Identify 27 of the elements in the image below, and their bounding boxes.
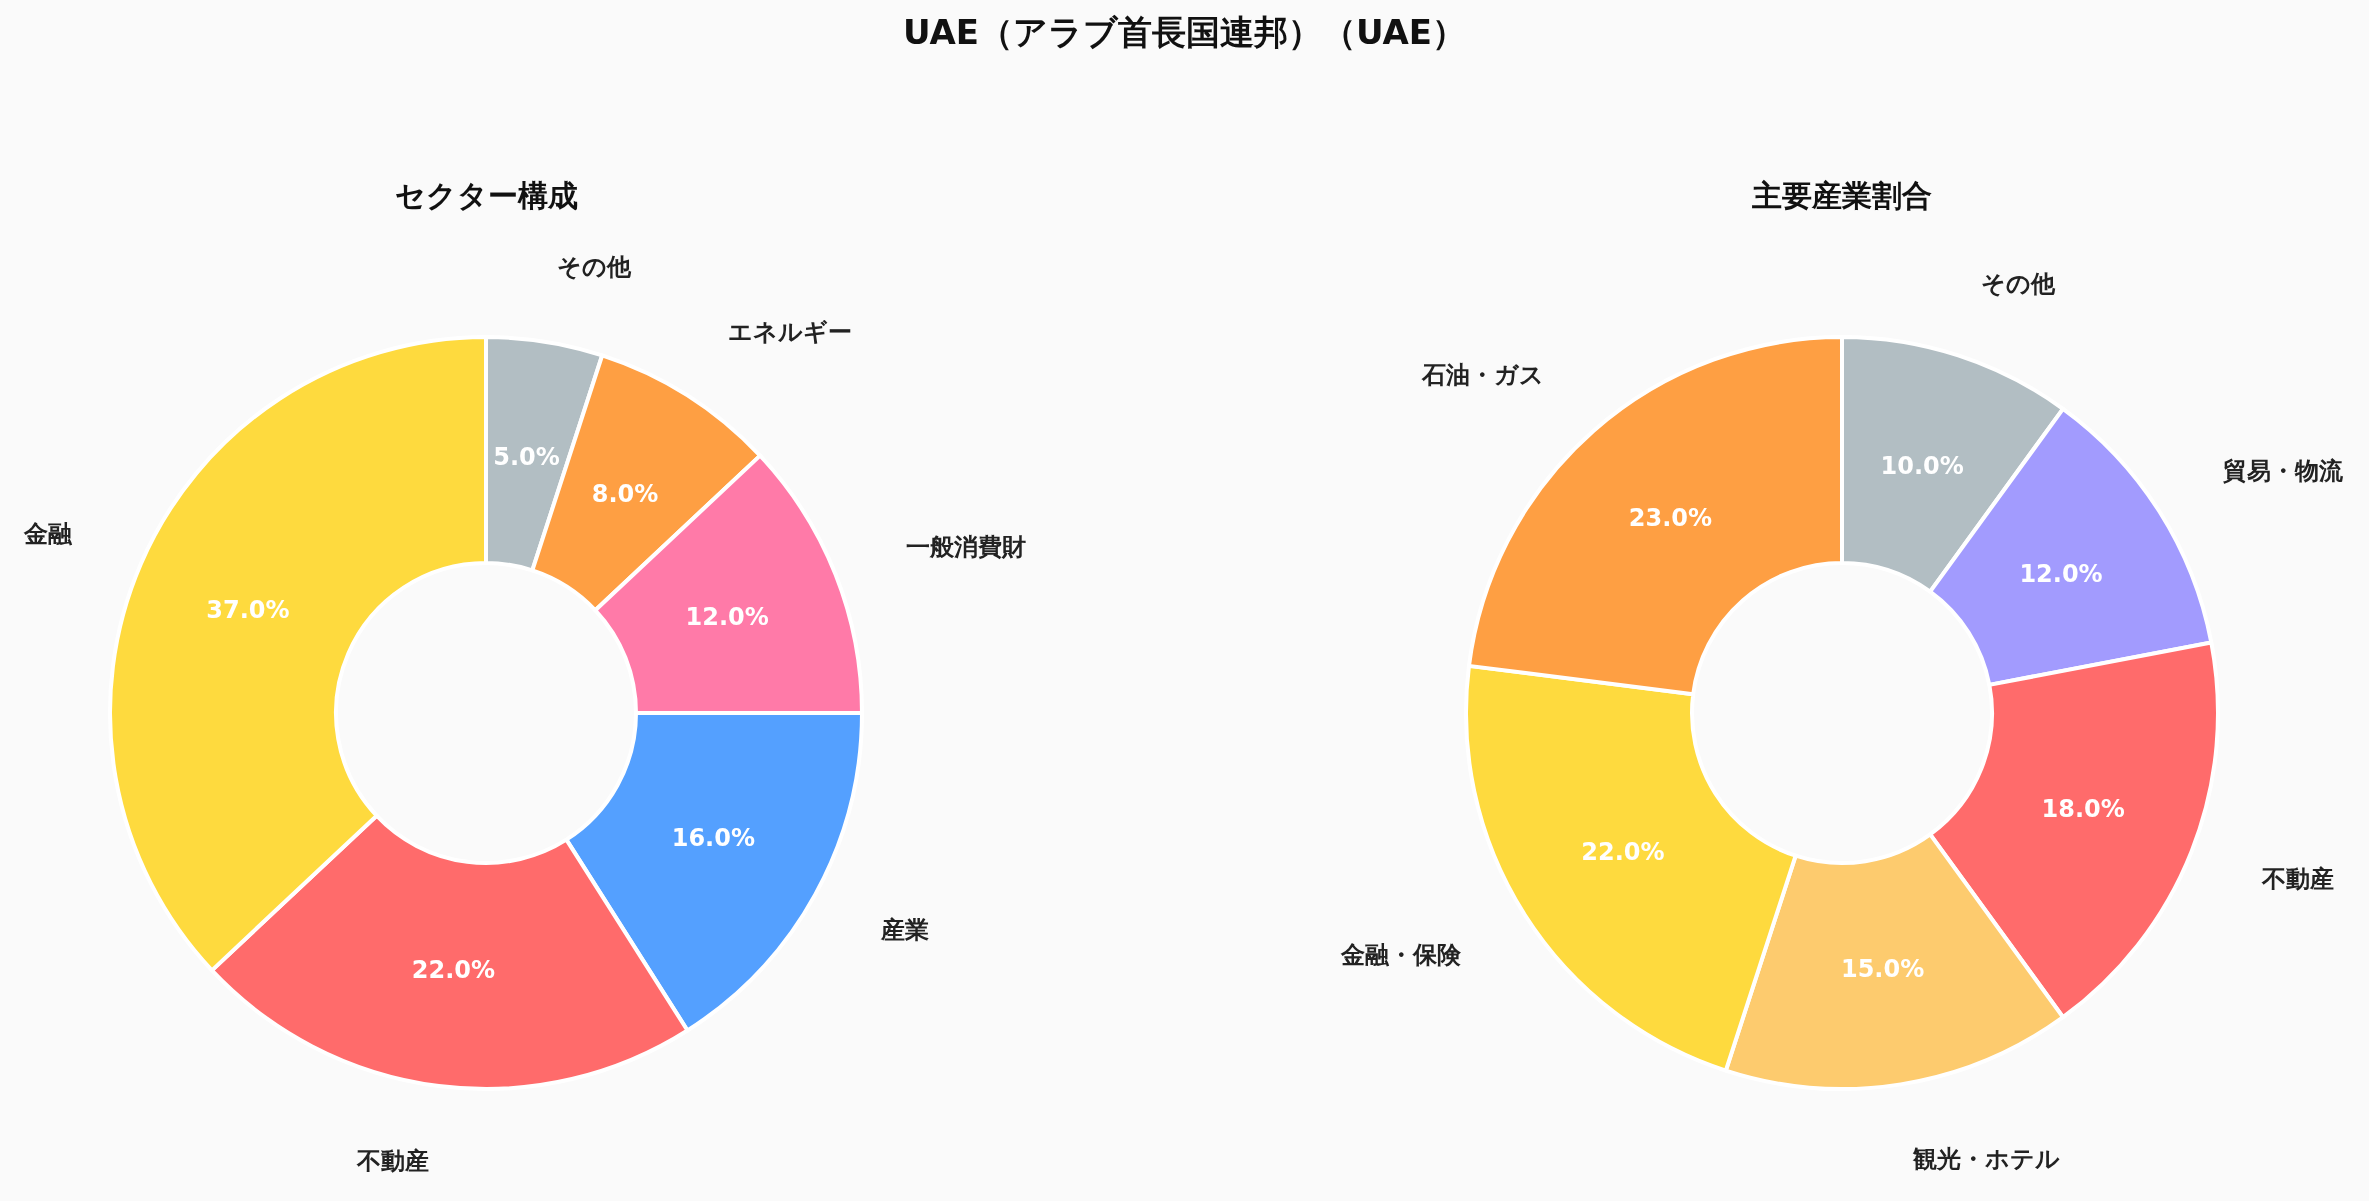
data-label: 5.0% (493, 442, 560, 471)
slice-label: 不動産 (356, 1146, 430, 1175)
data-label: 23.0% (1628, 504, 1713, 533)
slice-label: 貿易・物流 (2221, 457, 2344, 486)
data-label: 12.0% (2019, 559, 2103, 588)
text: UAE（アラブ首長国連邦）（UAE） (902, 12, 1467, 52)
chart-title: セクター構成 (394, 177, 578, 213)
data-label: 15.0% (1840, 955, 1925, 984)
chart-title: 主要産業割合 (1751, 177, 1932, 213)
data-label: 10.0% (1880, 452, 1964, 481)
slice-label: その他 (1981, 269, 2057, 298)
data-label: 8.0% (591, 479, 659, 508)
slice-label: 石油・ガス (1420, 360, 1544, 389)
slice-label: 観光・ホテル (1911, 1144, 2060, 1173)
slice-label: 金融・保険 (1340, 940, 1463, 969)
slice-label: エネルギー (727, 318, 852, 347)
data-label: 22.0% (411, 956, 496, 985)
data-label: 22.0% (1581, 838, 1665, 867)
data-label: 12.0% (685, 603, 769, 632)
data-label: 16.0% (671, 823, 755, 852)
data-label: 18.0% (2041, 794, 2125, 823)
data-label: 37.0% (206, 595, 290, 624)
slice-label: 不動産 (2260, 865, 2334, 894)
slice-label: 一般消費財 (905, 532, 1026, 561)
slice-label: 金融 (22, 519, 73, 548)
slice-label: 産業 (880, 916, 930, 945)
slice-label: その他 (556, 253, 632, 282)
